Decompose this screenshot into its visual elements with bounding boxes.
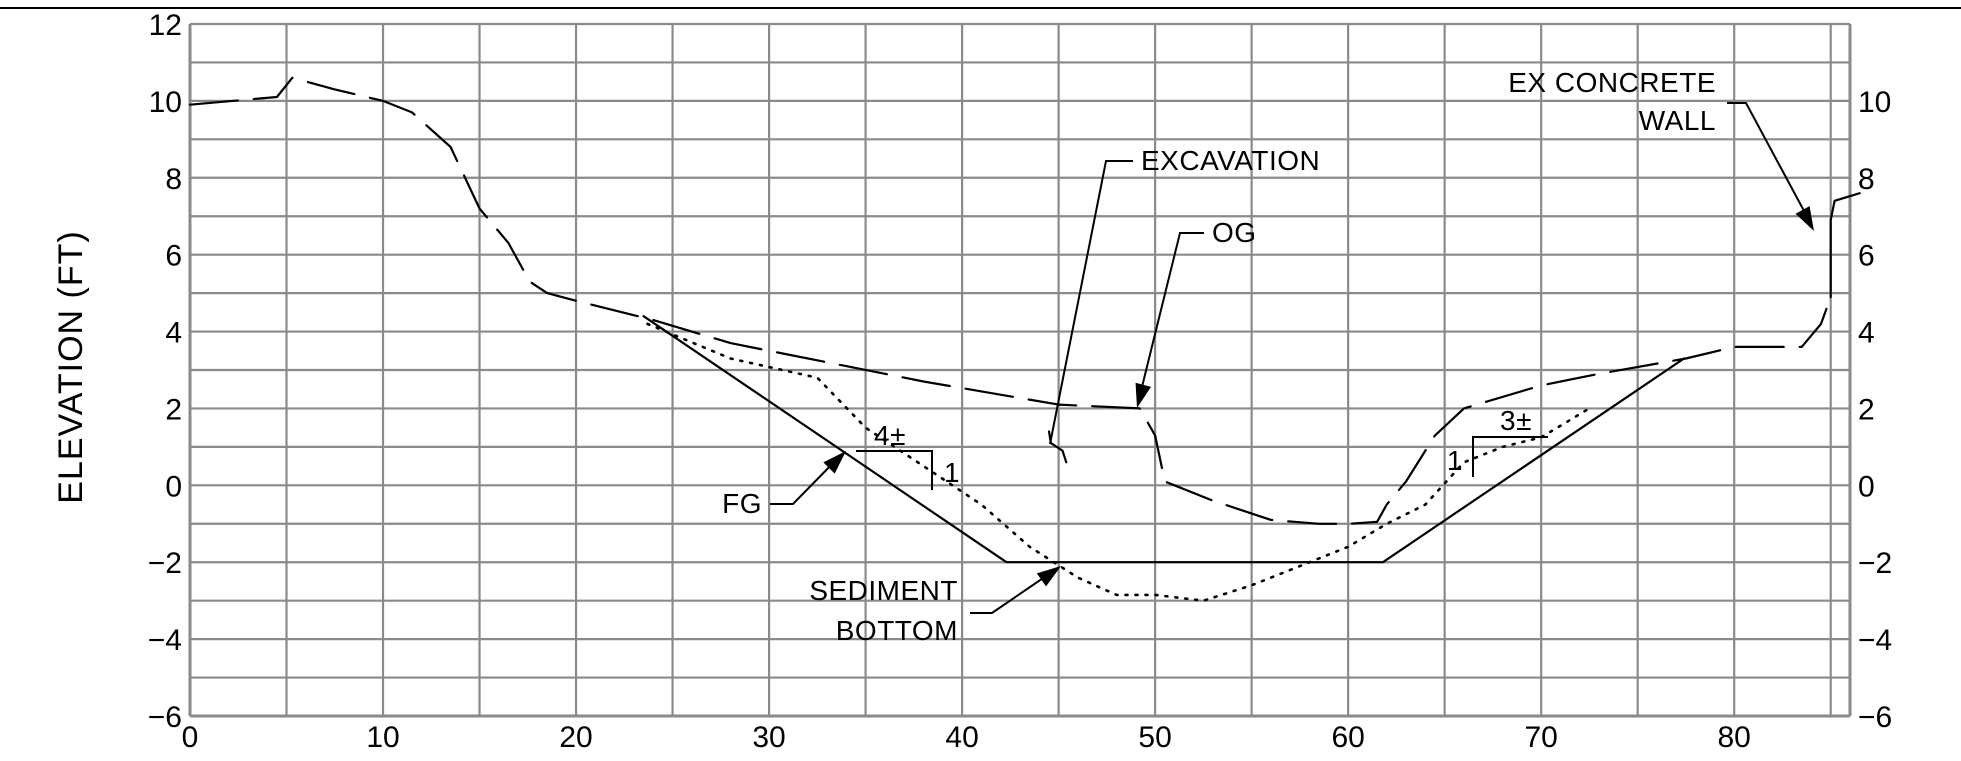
x-tick-label: 50 <box>1138 721 1171 754</box>
callout-wall-leader <box>1727 102 1811 223</box>
series-og <box>188 76 1832 525</box>
callout-sediment-label: SEDIMENT <box>809 575 958 606</box>
slope-label-4: 4± <box>874 420 906 451</box>
y-tick-label-left: −4 <box>148 624 182 657</box>
callout-fg-arrow <box>823 451 846 474</box>
y-tick-label-left: 12 <box>149 9 182 42</box>
x-tick-label: 0 <box>182 721 199 754</box>
y-tick-label-right: 4 <box>1858 317 1875 350</box>
y-axis-label: ELEVATION (FT) <box>52 230 90 503</box>
grid <box>188 22 1850 718</box>
x-tick-label: 80 <box>1717 721 1750 754</box>
y-tick-labels-right: −6 −4 −2 0 2 4 6 8 10 <box>1858 86 1892 734</box>
callout-fg-label: FG <box>722 488 762 519</box>
x-tick-label: 40 <box>945 721 978 754</box>
y-tick-label-right: −2 <box>1858 547 1892 580</box>
x-tick-label: 60 <box>1331 721 1364 754</box>
x-tick-labels: 0 10 20 30 40 50 60 70 80 <box>182 721 1751 754</box>
callout-excavation-label: EXCAVATION <box>1141 145 1320 176</box>
callout-sediment-arrow <box>1036 566 1061 587</box>
callout-og-arrow <box>1135 382 1151 408</box>
callout-wall-label: WALL <box>1639 105 1716 136</box>
y-tick-label-right: 8 <box>1858 163 1875 196</box>
slope-label-3: 3± <box>1500 405 1532 436</box>
series-fg <box>642 315 1686 564</box>
series-lines <box>188 76 1861 602</box>
y-tick-label-left: 8 <box>165 163 182 196</box>
callout-excavation-leader <box>1049 160 1133 445</box>
y-tick-label-left: −2 <box>148 547 182 580</box>
y-tick-label-left: 10 <box>149 86 182 119</box>
y-tick-label-left: −6 <box>148 701 182 734</box>
slope-label-1-left: 1 <box>944 457 960 488</box>
y-tick-labels-left: −6 −4 −2 0 2 4 6 8 10 12 <box>148 9 182 734</box>
series-ex-concrete-wall <box>1829 192 1861 299</box>
y-tick-label-left: 2 <box>165 393 182 426</box>
callout-og-label: OG <box>1212 217 1257 248</box>
series-excavation <box>1047 430 1068 464</box>
callout-og-leader <box>1139 232 1204 396</box>
y-tick-label-right: −4 <box>1858 624 1892 657</box>
callout-fg-leader <box>770 455 841 505</box>
y-tick-label-right: 2 <box>1858 393 1875 426</box>
y-tick-label-right: 0 <box>1858 470 1875 503</box>
callout-sediment-leader <box>970 571 1053 614</box>
callout-bottom-label: BOTTOM <box>836 615 958 646</box>
x-tick-label: 30 <box>752 721 785 754</box>
callout-wall-arrow <box>1795 206 1814 231</box>
slope-triangle-right <box>1472 436 1548 477</box>
y-tick-label-right: 6 <box>1858 240 1875 273</box>
x-tick-label: 20 <box>559 721 592 754</box>
slope-label-1-right: 1 <box>1447 445 1463 476</box>
callouts: EX CONCRETE WALL EXCAVATION OG FG SEDIMENT BOT… <box>722 67 1814 646</box>
y-tick-label-left: 6 <box>165 240 182 273</box>
y-tick-label-left: 0 <box>165 470 182 503</box>
x-tick-label: 70 <box>1524 721 1557 754</box>
callout-ex-concrete-label: EX CONCRETE <box>1508 67 1716 98</box>
slope-triangle-left <box>856 450 933 490</box>
y-tick-label-left: 4 <box>165 317 182 350</box>
plot-frame <box>188 24 1852 718</box>
y-tick-label-right: 10 <box>1858 86 1891 119</box>
x-tick-label: 10 <box>366 721 399 754</box>
series-sediment-bottom <box>646 322 1591 602</box>
y-tick-label-right: −6 <box>1858 701 1892 734</box>
